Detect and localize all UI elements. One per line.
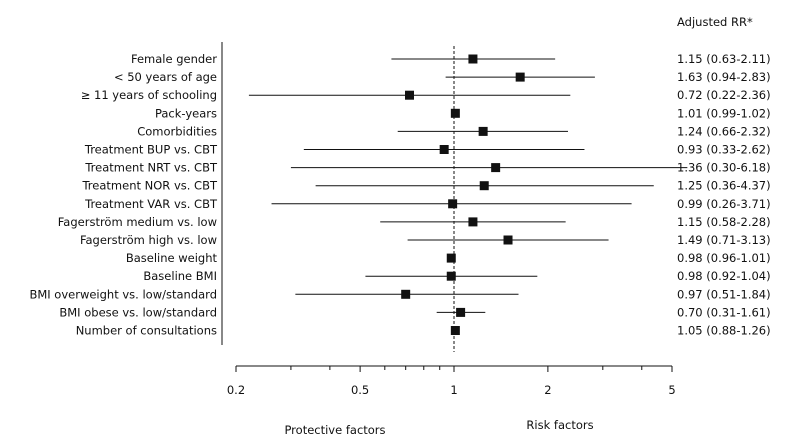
rr-value: 0.98 (0.96-1.01) [677, 251, 771, 265]
rr-value: 1.15 (0.63-2.11) [677, 52, 771, 66]
rr-value: 0.70 (0.31-1.61) [677, 305, 771, 319]
row-label: Baseline BMI [143, 269, 217, 283]
row-label: Comorbidities [137, 124, 217, 138]
point-estimate [401, 289, 411, 299]
point-estimate [439, 145, 449, 154]
rows-layer: Female gender 1.15 (0.63-2.11) < 50 years … [29, 52, 770, 338]
point-estimate [478, 126, 488, 136]
tick-label: 0.5 [351, 383, 369, 397]
tick-label: 2 [544, 383, 551, 397]
rr-value: 0.93 (0.33-2.62) [677, 143, 771, 157]
row-label: Fagerström high vs. low [80, 233, 217, 247]
row-label: Baseline weight [126, 251, 218, 265]
row-label: Treatment VAR vs. CBT [84, 197, 218, 211]
point-estimate [479, 181, 489, 191]
rr-value: 1.36 (0.30-6.18) [677, 161, 771, 175]
point-estimate [448, 199, 458, 209]
point-estimate [468, 217, 478, 227]
row-label: Treatment NOR vs. CBT [81, 179, 217, 193]
rr-value: 1.01 (0.99-1.02) [677, 106, 771, 120]
row-label: Treatment BUP vs. CBT [84, 143, 218, 157]
row-label: Fagerström medium vs. low [58, 215, 217, 229]
tick-label: 0.2 [227, 383, 245, 397]
point-estimate [450, 326, 460, 335]
tick-label: 1 [450, 383, 457, 397]
rr-value: 1.25 (0.36-4.37) [677, 179, 771, 193]
point-estimate [405, 90, 415, 100]
point-estimate [446, 253, 456, 263]
rr-value: 1.15 (0.58-2.28) [677, 215, 771, 229]
point-estimate [503, 235, 513, 245]
tick-label: 5 [668, 383, 675, 397]
risk-factors-label: Risk factors [526, 418, 593, 432]
rr-value: 0.99 (0.26-3.71) [677, 197, 771, 211]
rr-value: 0.97 (0.51-1.84) [677, 287, 771, 301]
rr-value: 1.49 (0.71-3.13) [677, 233, 771, 247]
row-label: Treatment NRT vs. CBT [84, 161, 218, 175]
protective-factors-label: Protective factors [284, 423, 385, 437]
rr-value: 0.98 (0.92-1.04) [677, 269, 771, 283]
row-label: BMI overweight vs. low/standard [29, 287, 217, 301]
rr-value: 0.72 (0.22-2.36) [677, 88, 771, 102]
x-ticks: 0.2 0.5 1 2 5 [227, 366, 676, 397]
point-estimate [450, 108, 460, 118]
point-estimate [446, 271, 456, 281]
point-estimate [515, 72, 525, 82]
rr-column-header: Adjusted RR* [677, 15, 753, 29]
row-label: ≥ 11 years of schooling [81, 88, 217, 102]
row-label: < 50 years of age [114, 70, 217, 84]
row-label: BMI obese vs. low/standard [59, 305, 217, 319]
rr-value: 1.63 (0.94-2.83) [677, 70, 771, 84]
point-estimate [491, 163, 501, 173]
point-estimate [456, 307, 466, 317]
rr-value: 1.24 (0.66-2.32) [677, 124, 771, 138]
row-label: Pack-years [155, 106, 217, 120]
rr-value: 1.05 (0.88-1.26) [677, 324, 771, 338]
row-label: Female gender [131, 52, 217, 66]
row-label: Number of consultations [76, 324, 217, 338]
point-estimate [468, 54, 478, 64]
